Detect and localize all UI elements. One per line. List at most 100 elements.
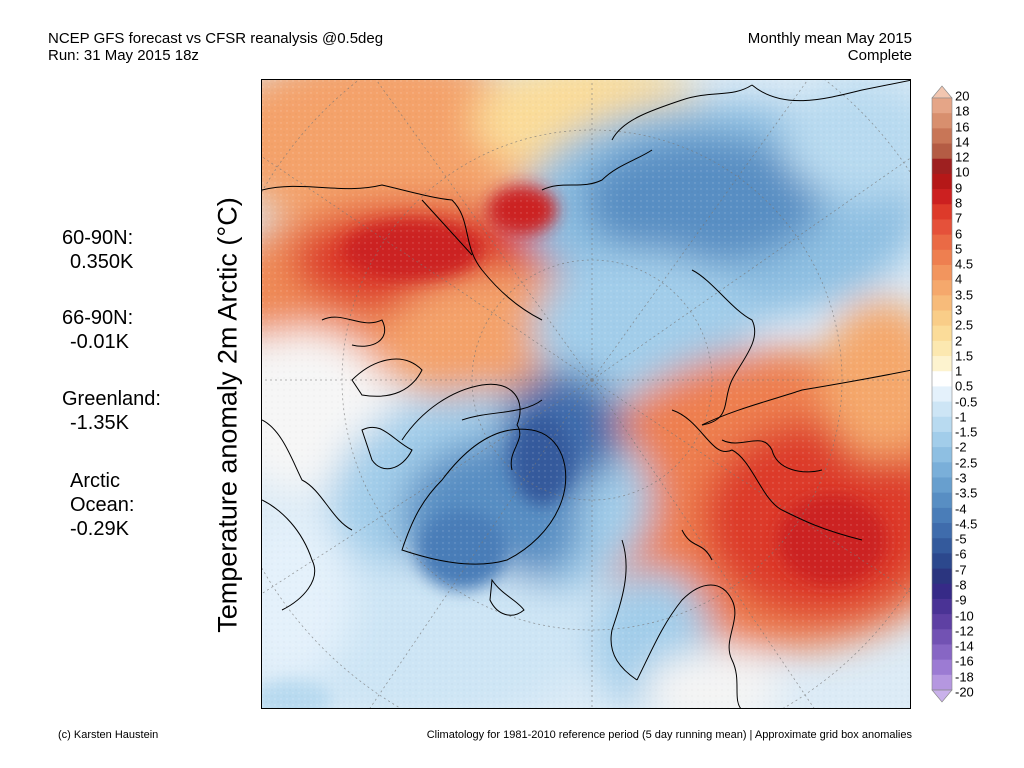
- colorbar-segment: [932, 158, 952, 175]
- stat-value: 0.350K: [70, 251, 134, 273]
- colorbar-tick-label: -10: [955, 608, 974, 624]
- colorbar-segment: [932, 507, 952, 524]
- colorbar-segment: [932, 614, 952, 630]
- stat-label: Greenland:: [62, 388, 161, 410]
- colorbar-tick-label: -12: [955, 623, 974, 639]
- colorbar-segment: [932, 280, 952, 296]
- colorbar-segment: [932, 401, 952, 418]
- colorbar-tick-label: 3.5: [955, 287, 974, 303]
- stat-value: -1.35K: [70, 412, 129, 434]
- stat-66-90n: 66-90N: -0.01K: [62, 306, 133, 354]
- colorbar-tick-label: -2: [955, 439, 967, 455]
- colorbar-segment: [932, 583, 952, 600]
- stat-value: -0.29K: [70, 518, 129, 540]
- colorbar-tick-label: 6: [955, 226, 963, 242]
- colorbar-tick-label: 1.5: [955, 348, 974, 364]
- stat-label: 60-90N:: [62, 227, 134, 249]
- colorbar-segment: [932, 553, 952, 569]
- colorbar-tick-label: 14: [955, 134, 970, 150]
- anomaly-map: [261, 79, 911, 709]
- colorbar-tick-label: 16: [955, 119, 970, 135]
- colorbar-segment: [932, 431, 952, 448]
- header-run: Run: 31 May 2015 18z: [48, 47, 199, 64]
- colorbar-segment: [932, 249, 952, 266]
- colorbar-segment: [932, 477, 952, 494]
- colorbar-tick-label: 7: [955, 210, 963, 226]
- colorbar-segment: [932, 356, 952, 372]
- colorbar-tick-label: 5: [955, 241, 963, 257]
- colorbar-tick-label: -0.5: [955, 394, 978, 410]
- colorbar-segment: [932, 371, 952, 387]
- stat-greenland: Greenland: -1.35K: [62, 387, 161, 435]
- colorbar-tick-label: -4: [955, 501, 967, 517]
- colorbar-segment: [932, 492, 952, 509]
- colorbar-segment: [932, 659, 952, 676]
- colorbar-tick-label: 2: [955, 333, 963, 348]
- colorbar-tick-label: -2.5: [955, 455, 978, 471]
- footer-credit: (c) Karsten Haustein: [58, 729, 159, 741]
- header-status: Complete: [847, 47, 912, 64]
- colorbar-segment: [932, 113, 952, 129]
- colorbar-tick-label: -14: [955, 638, 974, 654]
- colorbar-segment: [932, 523, 952, 539]
- colorbar-segment: [932, 173, 952, 190]
- colorbar-segment: [932, 416, 952, 433]
- colorbar-tick-label: -5: [955, 531, 967, 547]
- noise-texture: [262, 80, 910, 708]
- colorbar-tick-label: 1: [955, 363, 963, 379]
- stat-60-90n: 60-90N: 0.350K: [62, 226, 133, 274]
- colorbar-segment: [932, 310, 952, 327]
- colorbar-tick-label: -6: [955, 546, 967, 562]
- colorbar-tick-label: -20: [955, 684, 974, 700]
- colorbar-tick-label: 12: [955, 149, 970, 165]
- colorbar-segment: [932, 128, 952, 144]
- colorbar-svg: [931, 85, 953, 703]
- colorbar-tick-label: -18: [955, 669, 974, 685]
- footer-note: Climatology for 1981-2010 reference peri…: [426, 729, 912, 741]
- colorbar-labels: 20 18 16 14 12 10 9 8 7 6 5 4.5 4 3.5 3 2.5 2 1.5 1 0.5 -0.5…: [955, 86, 1015, 702]
- header-title: NCEP GFS forecast vs CFSR reanalysis @0.…: [48, 30, 384, 47]
- colorbar-tick-label: 2.5: [955, 317, 974, 333]
- stat-value: -0.01K: [70, 331, 129, 353]
- stat-label-2: Ocean:: [70, 494, 135, 516]
- colorbar-tick-label: 10: [955, 164, 970, 180]
- colorbar-segment: [932, 204, 952, 220]
- header-right: Monthly mean May 2015 Complete: [748, 30, 912, 64]
- colorbar-segment: [932, 598, 952, 615]
- colorbar-tick-label: -1: [955, 409, 967, 425]
- colorbar-segment: [932, 234, 952, 251]
- colorbar-tick-label: 0.5: [955, 378, 974, 394]
- colorbar-segment: [932, 264, 952, 281]
- graticule: [262, 80, 910, 708]
- colorbar-tick-label: -16: [955, 653, 974, 669]
- colorbar: [931, 85, 953, 703]
- colorbar-segment: [932, 447, 952, 463]
- colorbar-segment: [932, 189, 952, 205]
- colorbar-segment: [932, 295, 952, 311]
- colorbar-segment: [932, 219, 952, 236]
- colorbar-segment: [932, 629, 952, 645]
- stat-arctic-ocean: Arctic Ocean: -0.29K: [70, 469, 134, 541]
- map-svg: [262, 80, 910, 708]
- header-period: Monthly mean May 2015: [747, 30, 912, 47]
- colorbar-tick-label: 8: [955, 195, 963, 211]
- colorbar-tick-label: -4.5: [955, 516, 978, 532]
- colorbar-segment: [932, 386, 952, 402]
- colorbar-tick-label: -3: [955, 470, 967, 486]
- colorbar-segment: [932, 143, 952, 160]
- colorbar-frame: [931, 97, 953, 691]
- colorbar-tick-label: -7: [955, 562, 967, 578]
- colorbar-top-arrow: [931, 85, 953, 99]
- colorbar-segment: [932, 538, 952, 554]
- header-left: NCEP GFS forecast vs CFSR reanalysis @0.…: [48, 30, 383, 64]
- vertical-title: Temperature anomaly 2m Arctic (°C): [212, 197, 243, 633]
- colorbar-tick-label: -9: [955, 592, 967, 608]
- colorbar-tick-label: -3.5: [955, 485, 978, 501]
- colorbar-tick-label: 4: [955, 271, 963, 287]
- colorbar-segment: [932, 325, 952, 342]
- stat-label: Arctic: [70, 470, 120, 492]
- colorbar-tick-label: 4.5: [955, 256, 974, 272]
- colorbar-tick-label: -1.5: [955, 424, 978, 440]
- colorbar-tick-label: 18: [955, 103, 970, 119]
- colorbar-segment: [932, 568, 952, 585]
